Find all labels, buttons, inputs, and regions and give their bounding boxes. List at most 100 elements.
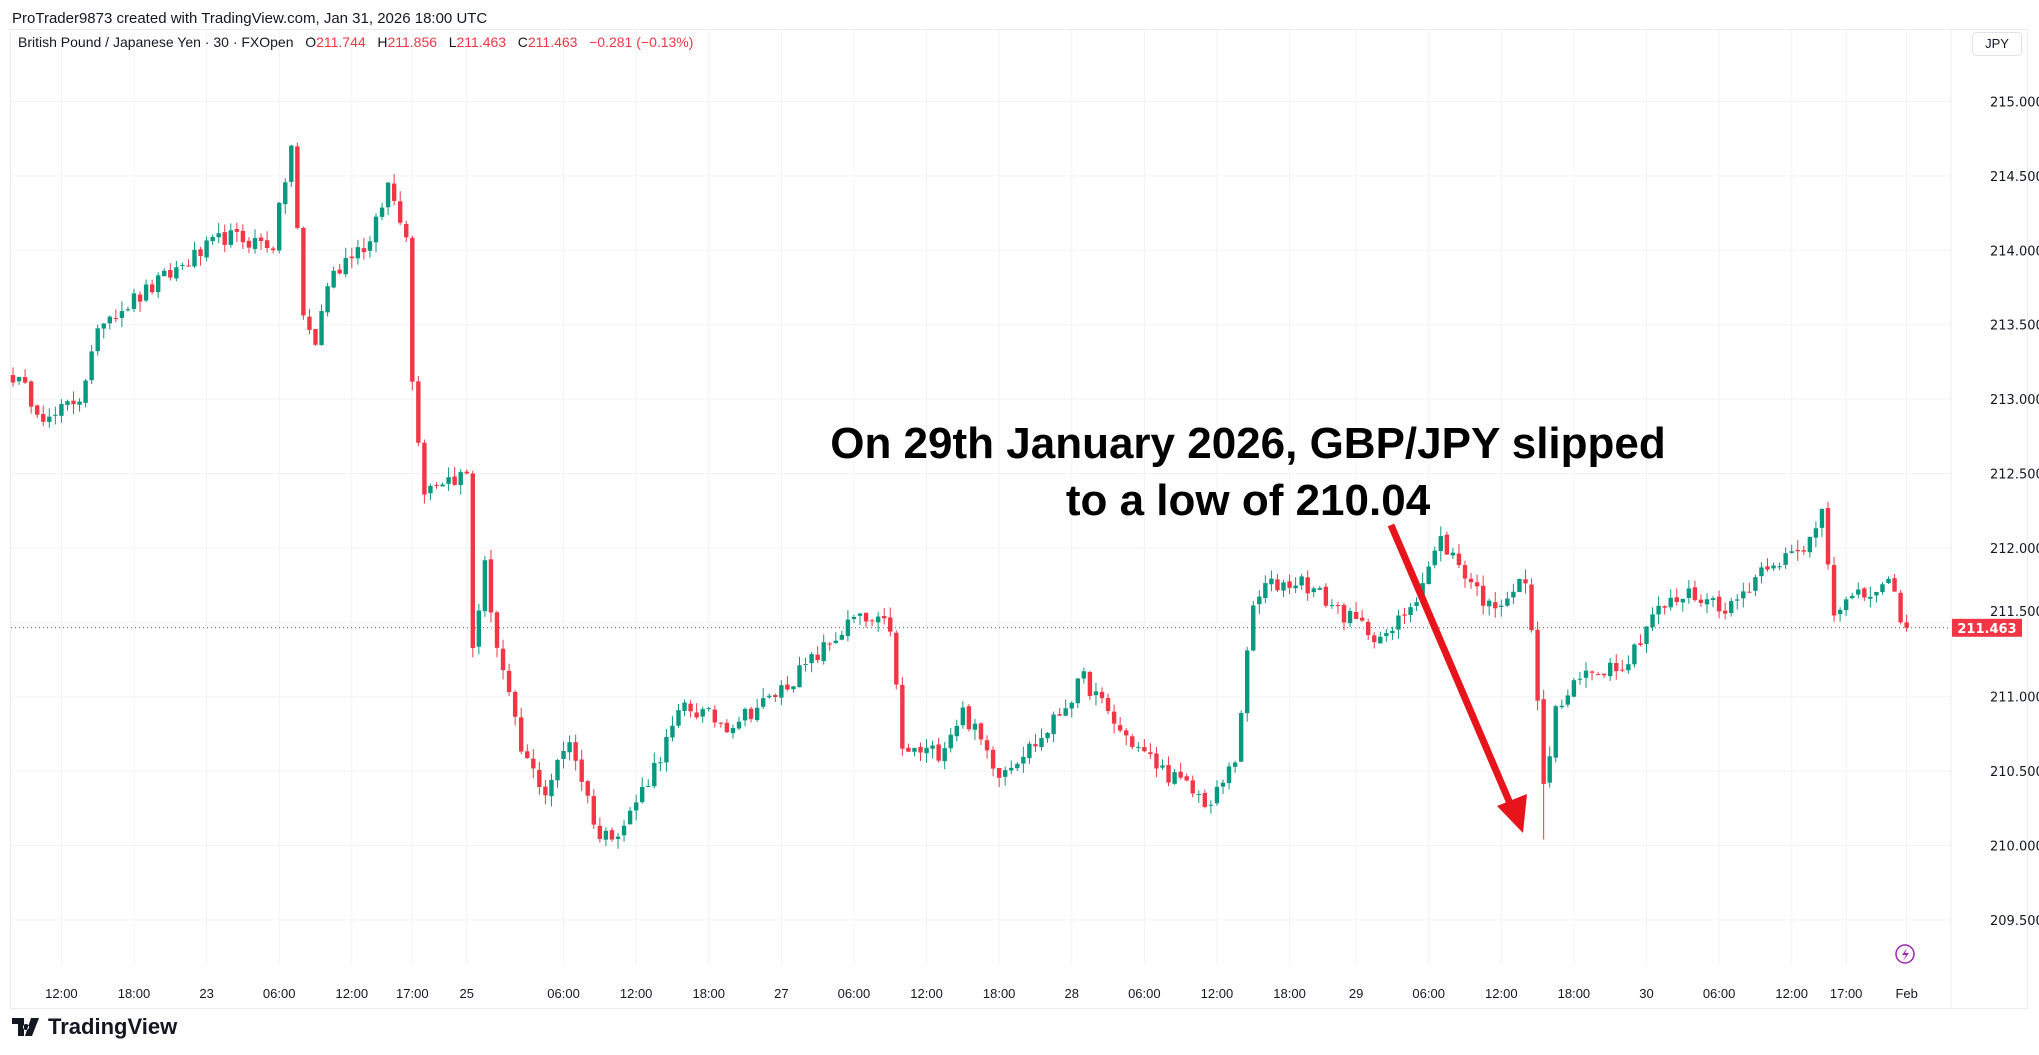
candle-body — [156, 275, 161, 293]
y-tick-label: 212.000 — [1990, 542, 2039, 557]
candle-body — [1541, 699, 1546, 784]
candle-body — [192, 249, 197, 267]
candle-body — [1583, 670, 1589, 678]
candle-body — [270, 248, 276, 251]
candle-body — [627, 810, 633, 825]
candle-body — [1057, 714, 1062, 716]
candle-body — [77, 401, 82, 405]
candle-body — [984, 740, 990, 751]
candle-body — [1674, 597, 1679, 603]
candle-body — [658, 762, 663, 764]
candle-body — [646, 786, 651, 788]
candle-body — [1384, 633, 1389, 637]
candle-body — [1323, 586, 1329, 606]
candle-body — [1571, 680, 1577, 697]
candle-body — [252, 238, 258, 249]
candle-body — [277, 202, 282, 251]
arrow-head-icon — [1497, 794, 1527, 833]
candle-body — [1335, 604, 1341, 607]
candle-body — [313, 328, 318, 345]
candle-body — [1850, 595, 1855, 599]
candle-body — [89, 351, 94, 381]
candle-body — [688, 703, 693, 712]
candle-body — [712, 709, 717, 723]
y-tick-label: 211.500 — [1990, 605, 2039, 620]
x-tick-label: 06:00 — [1703, 986, 1736, 1001]
candle-body — [1172, 772, 1177, 784]
candle-body — [494, 612, 500, 648]
chart-credit: ProTrader9873 created with TradingView.c… — [12, 10, 488, 27]
candle-body — [1396, 615, 1401, 630]
candle-body — [125, 309, 131, 311]
candle-body — [1710, 598, 1716, 600]
currency-button[interactable]: JPY — [1972, 32, 2022, 56]
candle-body — [1184, 776, 1189, 781]
candle-body — [385, 182, 391, 208]
candle-body — [1595, 674, 1601, 676]
candle-body — [1178, 771, 1183, 778]
candle-body — [1117, 725, 1123, 731]
candle-body — [700, 709, 705, 717]
candle-body — [367, 241, 373, 251]
candle-body — [1662, 606, 1667, 608]
candle-body — [718, 722, 724, 724]
candle-body — [942, 748, 947, 762]
candle-body — [900, 684, 905, 749]
candle-body — [978, 723, 984, 740]
candle-body — [821, 642, 826, 662]
candle-body — [1045, 732, 1050, 739]
candle-body — [1874, 592, 1879, 596]
candle-body — [204, 240, 209, 258]
x-tick-label: 30 — [1639, 986, 1653, 1001]
y-tick-label: 214.000 — [1990, 244, 2039, 259]
y-tick-label: 212.500 — [1990, 468, 2039, 483]
candle-body — [1353, 611, 1359, 619]
candle-body — [1722, 610, 1728, 614]
logo-text: TradingView — [48, 1014, 178, 1039]
candle-body — [482, 560, 488, 612]
candle-body — [1299, 576, 1304, 586]
candle-body — [549, 779, 554, 797]
candle-body — [1051, 714, 1056, 735]
candle-body — [615, 836, 621, 839]
candle-body — [1759, 567, 1764, 577]
last-price-badge — [1952, 618, 2022, 637]
candle-body — [1898, 592, 1903, 623]
candle-body — [1559, 705, 1564, 708]
candle-body — [809, 654, 814, 664]
candle-body — [724, 722, 730, 733]
candle-body — [1644, 626, 1649, 645]
candle-body — [1069, 702, 1074, 709]
candle-body — [1783, 553, 1788, 565]
candle-body — [888, 617, 893, 632]
candle-body — [289, 145, 294, 182]
candle-body — [924, 747, 929, 754]
candle-body — [234, 229, 240, 232]
candle-body — [1402, 614, 1407, 616]
x-tick-label: 28 — [1065, 986, 1079, 1001]
candle-body — [355, 247, 361, 259]
candle-body — [1130, 736, 1135, 747]
candle-body — [1886, 578, 1891, 584]
candle-body — [1499, 605, 1504, 608]
candle-body — [240, 230, 246, 243]
x-tick-label: 18:00 — [1558, 986, 1591, 1001]
candle-body — [1795, 549, 1800, 552]
symbol-name[interactable]: British Pound / Japanese Yen · 30 · FXOp… — [18, 34, 294, 50]
candle-body — [1474, 582, 1480, 587]
candle-body — [452, 476, 457, 485]
candle-body — [283, 182, 288, 205]
candle-body — [1305, 577, 1310, 594]
candle-body — [1614, 663, 1619, 672]
candle-body — [1251, 605, 1256, 651]
candle-body — [1825, 508, 1831, 565]
candle-body — [1789, 551, 1794, 553]
x-tick-label: 12:00 — [1485, 986, 1518, 1001]
annotation-line-2: to a low of 210.04 — [1066, 476, 1431, 525]
candle-body — [1686, 588, 1692, 599]
tradingview-logo[interactable]: TradingView — [12, 1014, 177, 1040]
candle-body — [1547, 756, 1552, 783]
candle-body — [1529, 584, 1534, 631]
candle-body — [1166, 765, 1171, 783]
